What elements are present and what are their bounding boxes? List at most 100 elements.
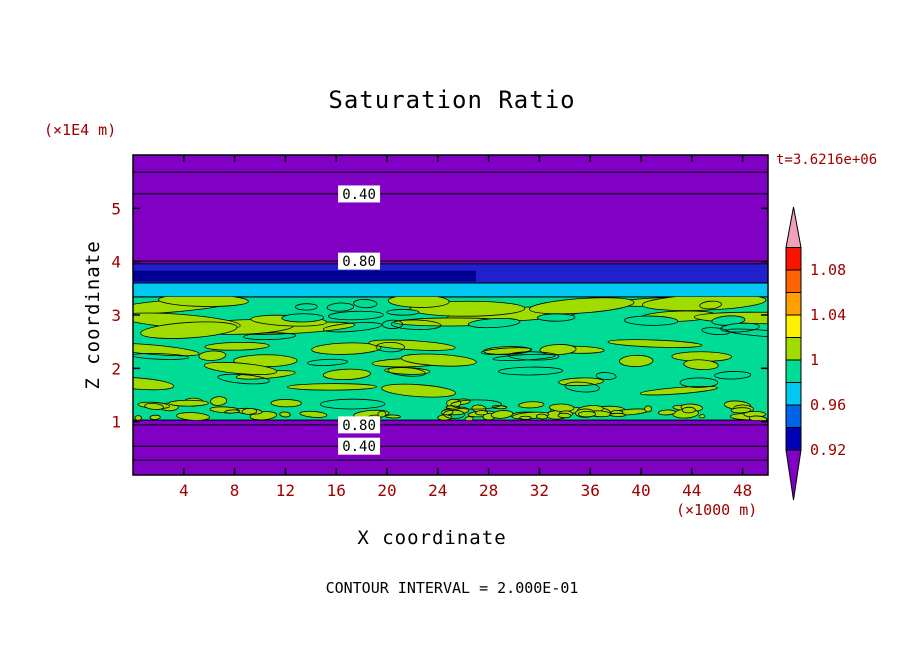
x-tick-label: 8	[230, 481, 240, 500]
cloud-blob	[203, 361, 278, 375]
colorbar-segment	[785, 292, 802, 316]
cloud-texture	[133, 296, 768, 421]
x-tick-label: 24	[428, 481, 447, 500]
colorbar-label: 1	[810, 351, 819, 369]
colorbar-segment	[785, 404, 802, 428]
cloud-blob	[375, 341, 405, 353]
cloud-blob	[492, 353, 556, 361]
cloud-blob	[168, 399, 209, 407]
y-tick-label: 4	[111, 253, 121, 272]
colorbar-segment	[785, 382, 802, 406]
colorbar-segment	[785, 247, 802, 271]
plot-fill-area: 0.40 0.80 0.80 0.40	[133, 155, 768, 475]
cloud-blob	[217, 373, 270, 385]
cloud-blob	[699, 300, 722, 310]
contour-label: 0.80	[342, 418, 376, 434]
cloud-blob	[639, 385, 718, 396]
x-tick-label: 12	[276, 481, 295, 500]
cloud-blob	[480, 347, 533, 355]
cloud-blob	[241, 408, 258, 415]
cloud-blob	[140, 321, 238, 339]
colorbar-arrow-bottom	[785, 449, 802, 501]
contour-label-box	[338, 416, 381, 434]
cloud-blob	[564, 381, 600, 393]
y-tick-label: 3	[111, 306, 121, 325]
cloud-blob	[243, 332, 297, 341]
y-tick-label: 2	[111, 359, 121, 378]
cloud-blob	[327, 310, 384, 321]
cloud-blob	[536, 313, 576, 322]
cloud-blob	[725, 328, 768, 338]
x-axis-label: X coordinate	[357, 527, 507, 549]
cloud-blob	[681, 406, 696, 414]
cloud-blob	[443, 409, 466, 419]
y-axis-label: Z coordinate	[82, 240, 104, 390]
cloud-blob	[595, 372, 617, 380]
x-axis-units-label: (×1000 m)	[676, 501, 758, 519]
cloud-blob	[286, 383, 377, 391]
cloud-blob	[539, 344, 577, 356]
cloud-blob	[400, 353, 477, 367]
cloud-blob	[295, 303, 318, 311]
colorbar-segment	[785, 314, 802, 338]
cloud-blob	[475, 410, 489, 416]
colorbar-segment	[785, 337, 802, 361]
cloud-blob	[467, 318, 521, 329]
cloud-blob	[698, 414, 706, 419]
cloud-blob	[607, 339, 703, 348]
cloud-blob	[144, 402, 164, 410]
cloud-blob	[683, 359, 719, 371]
colorbar-label: 1.04	[810, 306, 846, 324]
cloud-blob	[490, 410, 514, 419]
cloud-blob	[557, 412, 572, 419]
cloud-blob	[437, 414, 453, 421]
cloud-blob	[299, 410, 328, 418]
cloud-blob	[322, 322, 383, 333]
cloud-blob	[498, 366, 564, 376]
contour-label-box	[338, 185, 381, 203]
cloud-blob	[450, 399, 502, 410]
cloud-blob	[387, 296, 450, 308]
contour-label: 0.40	[342, 187, 376, 203]
cloud-blob	[281, 313, 325, 323]
cloud-blob	[224, 409, 240, 414]
y-tick-label: 5	[111, 199, 121, 218]
cloud-blob	[464, 416, 474, 421]
cloud-blob	[382, 319, 404, 330]
colorbar-label: 0.96	[810, 396, 846, 414]
cloud-blob	[528, 297, 635, 315]
cloud-blob	[158, 296, 249, 307]
cloud-blob	[377, 410, 387, 418]
dark-blue-streak	[133, 270, 476, 282]
y-axis-units-label: (×1E4 m)	[44, 121, 117, 139]
colorbar-label: 1.08	[810, 261, 846, 279]
x-tick-label: 44	[682, 481, 701, 500]
cloud-blob	[390, 319, 442, 330]
cloud-blob	[491, 405, 508, 410]
cloud-blob	[204, 341, 270, 351]
cloud-blob	[149, 414, 161, 420]
cloud-blob	[519, 415, 532, 420]
time-annotation: t=3.6216e+06	[776, 152, 878, 168]
cloud-blob	[210, 396, 228, 406]
x-tick-label: 32	[530, 481, 549, 500]
colorbar-arrow-top	[785, 206, 802, 248]
cloud-blob	[536, 413, 548, 420]
cloud-blob	[353, 299, 378, 309]
cloud-blob	[326, 302, 355, 312]
contour-label: 0.40	[342, 439, 376, 455]
cloud-blob	[279, 411, 291, 418]
y-tick-label: 1	[111, 413, 121, 432]
x-tick-label: 28	[479, 481, 498, 500]
cloud-blob	[319, 398, 386, 410]
colorbar-segment	[785, 427, 802, 451]
cloud-blob	[306, 358, 349, 366]
cloud-blob	[518, 401, 545, 409]
x-tick-label: 20	[377, 481, 396, 500]
cloud-blob	[381, 383, 456, 398]
x-tick-label: 36	[581, 481, 600, 500]
cloud-blob	[609, 412, 626, 417]
contour-label-box	[338, 252, 381, 270]
cloud-blob	[387, 366, 426, 377]
